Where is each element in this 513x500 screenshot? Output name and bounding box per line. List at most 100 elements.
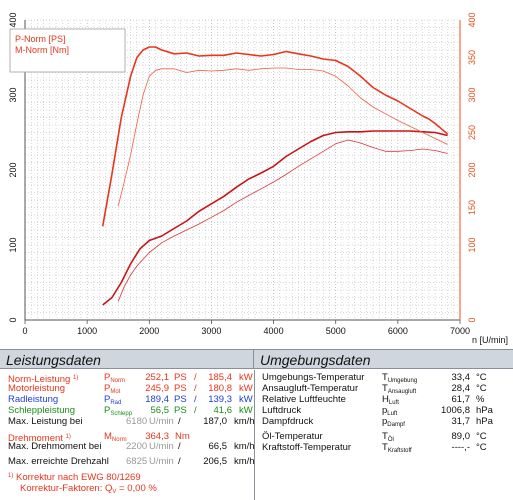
panel-divider [254,370,255,500]
torque-curve [101,46,449,227]
performance-row: Norm-Leistung 1) PNorm 252,1 PS / 185,4 kW [8,372,253,385]
environment-row-symbol-sub: Öl [387,437,394,443]
performance-row-label: Norm-Leistung 1) [8,374,79,385]
environment-row-symbol-sub: Ansaugluft [387,389,417,395]
y-tick-label-right: 300 [467,87,477,102]
max-power-separator: / [178,416,181,427]
footnote-mark: 1) [8,473,14,479]
environment-row-symbol: TAnsaugluft [382,383,417,395]
footnote-2-label: Korrektur-Faktoren: Q [20,483,113,494]
environment-row-label: Luftdruck [262,405,302,416]
environment-title: Umgebungsdaten [254,349,513,369]
performance-row-separator: / [194,372,197,383]
performance-row-symbol: PRad [104,394,122,406]
y-tick-label-right: 350 [467,50,477,65]
speed-unit-3: km/h [234,456,255,467]
environment-row-value: 1006,8 [440,405,470,416]
y-tick-label-left: 200 [8,162,18,177]
performance-row-ps: 189,4 [145,394,169,405]
performance-row-kw: 180,8 [208,383,232,394]
performance-row-kw-unit: kW [239,383,253,394]
performance-row-kw-unit: kW [239,405,253,416]
performance-row-ps-unit: PS [174,405,187,416]
performance-row-separator: / [194,405,197,416]
legend-box [9,28,126,73]
environment-row-value: 61,7 [451,394,471,405]
y-tick-label-right: 250 [467,125,477,140]
y-tick-label-left: 0 [8,317,18,322]
environment-row-unit: hPa [476,416,493,427]
max-torque-rpm: 2200 [126,441,148,452]
performance-row: Schleppleistung PSchlepp 56,5 PS / 41,6 kW [8,405,253,417]
max-torque-row: Max. Drehmoment bei 2200 U/min / 66,5 km… [8,441,255,453]
performance-row-ps: 245,9 [145,383,169,394]
y-tick-label-left: 400 [8,12,18,27]
performance-row-ps-unit: PS [174,394,187,405]
footnote-2-text: Korrektur-Faktoren: QV = 0,00 % [20,483,157,498]
y-tick-label-right: 0 [467,317,477,322]
footnote-mark: 1) [72,375,79,381]
chart-legend: P-Norm [PS] M-Norm [Nm] [9,28,126,73]
x-tick-label: 3000 [201,326,221,336]
environment-row-symbol: TKraftstoff [382,442,412,454]
max-torque-separator: / [178,441,181,452]
footnote-1: 1) Korrektur nach EWG 80/1269 [8,472,253,484]
environment-row-value: 28,4 [451,383,471,394]
environment-row: Umgebungs-Temperatur TUmgebung 33,4 °C [262,372,512,384]
performance-row-symbol-sub: Rad [110,400,122,406]
environment-row-symbol-sub: Dampf [387,422,405,428]
environment-row-symbol-sub: Umgebung [387,378,418,384]
environment-row-value: ----,- [451,442,470,453]
environment-row-label: Dampfdruck [262,416,314,427]
torque-label-text: Drehmoment [8,433,66,444]
environment-row-value: 33,4 [451,372,471,383]
max-rev-separator: / [178,456,181,467]
performance-title: Leistungsdaten [0,349,254,369]
environment-row-unit: °C [476,372,487,383]
rpm-unit-3: U/min [149,456,174,467]
performance-row-symbol-sub: Norm [110,378,126,384]
performance-row-ps: 56,5 [150,405,170,416]
environment-row: Kraftstoff-Temperatur TKraftstoff ----,- °C [262,442,512,454]
environment-row-unit: hPa [476,405,493,416]
environment-row-label: Öl-Temperatur [262,431,323,442]
torque-footnote-mark: 1) [65,434,71,440]
x-tick-label: 5000 [326,326,346,336]
torque-value: 364,3 [145,431,169,442]
environment-row: Dampfdruck pDampf 31,7 hPa [262,416,512,428]
power-curve [102,130,448,306]
performance-row-separator: / [194,383,197,394]
performance-row: Motorleistung PMot 245,9 PS / 180,8 kW [8,383,253,395]
performance-row-kw: 185,4 [208,372,232,383]
environment-row-label: Relative Luftfeuchte [262,394,346,405]
wheel-torque-curve [117,67,448,207]
performance-row-symbol: PNorm [104,372,126,384]
x-tick-label: 4000 [264,326,284,336]
environment-row-value: 31,7 [451,416,471,427]
environment-row-label: Umgebungs-Temperatur [262,372,365,383]
torque-unit: Nm [175,431,190,442]
wheel-power-curve [117,139,448,302]
performance-row-kw-unit: kW [239,372,253,383]
environment-row-symbol: pDampf [382,416,405,428]
environment-row-symbol: TÖl [382,431,394,443]
torque-label: Drehmoment 1) [8,431,71,445]
legend-entry-power: P-Norm [PS] [15,34,66,44]
environment-row-unit: °C [476,383,487,394]
max-power-row: Max. Leistung bei 6180 U/min / 187,0 km/… [8,416,255,428]
footnote-2-sub: V [112,489,117,495]
y-tick-label-right: 200 [467,162,477,177]
performance-row-symbol-sub: Schlepp [110,411,133,417]
environment-row-symbol-sub: Luft [387,411,398,417]
environment-row-unit: % [476,394,485,405]
performance-row-separator: / [194,394,197,405]
environment-row-symbol: pLuft [382,405,398,417]
dyno-chart: 0 1000 2000 3000 4000 5000 6000 700001002003004… [8,12,508,345]
max-rev-row: Max. erreichte Drehzahl 6825 U/min / 206… [8,456,255,468]
speed-unit-2: km/h [234,441,255,452]
max-rev-speed: 206,5 [203,456,227,467]
y-tick-label-left: 300 [8,87,18,102]
x-tick-label: 6000 [388,326,408,336]
environment-row-symbol-sub: Kraftstoff [387,448,412,454]
performance-row: Radleistung PRad 189,4 PS / 139,3 kW [8,394,253,406]
